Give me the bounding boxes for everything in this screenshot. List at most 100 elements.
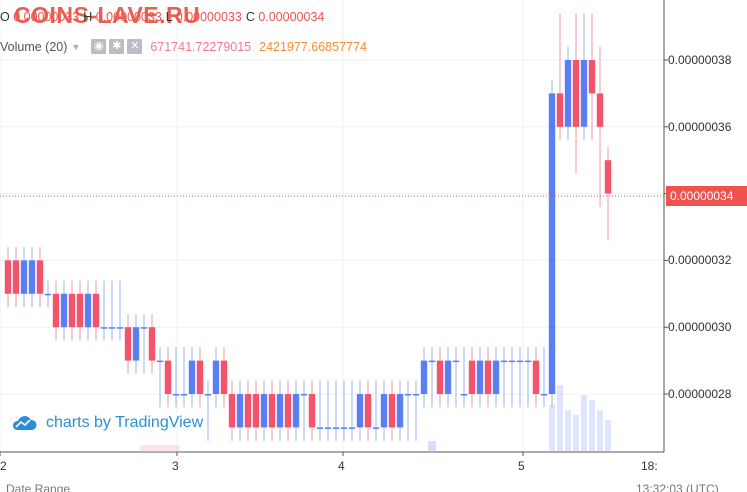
candle-body [108, 327, 116, 329]
candle-body [60, 293, 68, 328]
ohlc-key-o: O [0, 10, 14, 24]
time-tick-label: 2 [0, 459, 7, 473]
candle-body [236, 394, 244, 428]
branding-text: charts by TradingView [46, 414, 204, 431]
candle-body [396, 394, 404, 428]
candle-body [92, 293, 100, 328]
volume-bar [549, 405, 555, 452]
candle-body [12, 260, 20, 294]
ohlc-key-c: C [245, 10, 259, 24]
candle-body [436, 360, 444, 394]
candle-body [44, 293, 52, 296]
volume-bar [573, 415, 579, 452]
candle-body [228, 394, 236, 428]
candle-body [28, 260, 36, 294]
candle-body [212, 360, 220, 394]
candle-body [84, 293, 92, 328]
candle-body [124, 327, 132, 361]
eye-icon[interactable]: ◉ [91, 39, 107, 54]
volume-label: Volume (20) [0, 39, 68, 54]
bottom-toolbar: Date Range 13:32:03 (UTC) [0, 482, 747, 492]
candle-body [428, 360, 436, 363]
date-range-button[interactable]: Date Range [6, 482, 71, 492]
candle-body [580, 60, 588, 127]
candle-body [52, 293, 60, 328]
candle-body [516, 360, 524, 363]
candle-body [196, 360, 204, 394]
candle-body [604, 160, 612, 194]
candle-body [404, 394, 412, 396]
candle-body [4, 260, 12, 294]
volume-bar [597, 410, 603, 452]
candle-body [260, 394, 268, 428]
candle-body [116, 327, 124, 329]
volume-value-2: 2421977.66857774 [259, 39, 367, 54]
ohlc-key-h: H [83, 10, 96, 24]
clock-readout: 13:32:03 (UTC) [636, 482, 719, 492]
candle-body [20, 260, 28, 294]
candle-body [180, 394, 188, 396]
chevron-down-icon[interactable]: ▼ [71, 41, 81, 52]
candle-body [540, 394, 548, 396]
candle-body [444, 360, 452, 394]
candle-body [420, 360, 428, 394]
time-tick-label: 4 [338, 459, 345, 473]
ohlc-value-h: 0.00000033 [95, 10, 162, 24]
candle-body [524, 360, 532, 363]
volume-bar [581, 395, 587, 452]
last-price-tag: 0.00000034 [666, 186, 747, 206]
time-tick-label: 18: [641, 459, 658, 473]
candle-body [276, 394, 284, 428]
candle-body [492, 360, 500, 394]
candle-body [340, 427, 348, 429]
candle-body [300, 394, 308, 396]
volume-bar [605, 420, 611, 452]
price-tick-label: 0.00000028 [668, 387, 732, 401]
time-tick-label: 5 [518, 459, 525, 473]
candle-body [564, 60, 572, 127]
time-tick-label: 3 [172, 459, 179, 473]
candle-body [244, 394, 252, 428]
volume-bar [140, 445, 180, 452]
candle-body [68, 293, 76, 328]
cloud-icon [12, 416, 37, 430]
price-tick-label: 0.00000030 [668, 320, 732, 335]
ohlc-legend: O 0.00000033 H 0.00000033 L 0.00000033 C 0.… [0, 10, 328, 24]
candle-body [292, 394, 300, 428]
candle-body [452, 360, 460, 363]
candle-body [140, 327, 148, 329]
candle-body [556, 93, 564, 127]
candle-body [308, 394, 316, 428]
candle-body [484, 360, 492, 394]
ohlc-value-c: 0.00000034 [258, 10, 325, 24]
candle-body [268, 394, 276, 428]
price-tick-label: 0.00000032 [668, 253, 732, 268]
close-icon[interactable]: ✕ [127, 39, 143, 54]
candle-body [412, 394, 420, 396]
candle-body [76, 293, 84, 328]
candle-body [36, 260, 44, 294]
candle-body [380, 394, 388, 428]
candle-body [284, 394, 292, 428]
candle-body [356, 394, 364, 428]
tradingview-branding[interactable]: charts by TradingView [10, 414, 203, 432]
candle-body [372, 427, 380, 429]
candle-body [188, 360, 196, 394]
volume-bar [565, 410, 571, 452]
candle-body [316, 427, 324, 429]
candle-body [596, 93, 604, 127]
candle-body [476, 360, 484, 394]
volume-value-1: 671741.72279015 [150, 39, 252, 54]
candle-body [348, 427, 356, 429]
gear-icon[interactable]: ✱ [109, 39, 125, 54]
candle-body [500, 360, 508, 363]
candle-body [252, 394, 260, 428]
price-tick-label: 0.00000038 [668, 53, 732, 67]
volume-legend: Volume (20) ▼ ◉ ✱ ✕ 671741.72279015 2421… [0, 39, 367, 54]
candle-body [172, 394, 180, 396]
candle-body [220, 360, 228, 394]
candle-body [572, 60, 580, 127]
ohlc-value-o: 0.00000033 [13, 10, 80, 24]
volume-bar [557, 385, 563, 452]
